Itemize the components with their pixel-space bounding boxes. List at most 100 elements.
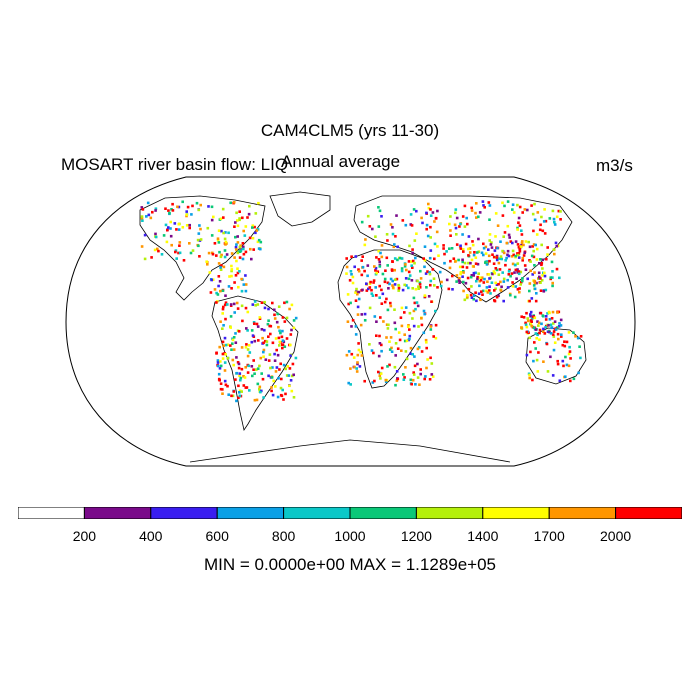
flow-cell: [394, 342, 398, 345]
flow-cell: [477, 237, 480, 241]
flow-cell: [521, 279, 524, 283]
flow-cell: [140, 206, 144, 209]
flow-cell: [389, 277, 393, 281]
flow-cell: [188, 226, 191, 230]
flow-cell: [536, 211, 540, 214]
flow-cell: [277, 325, 280, 329]
flow-cell: [354, 325, 358, 328]
flow-cell: [235, 301, 239, 305]
continent-antarctica: [189, 439, 511, 463]
flow-cell: [403, 283, 406, 287]
flow-cell: [491, 253, 494, 256]
flow-cell: [543, 271, 546, 275]
flow-cell: [455, 280, 458, 283]
flow-cell: [394, 354, 397, 357]
flow-cell: [497, 273, 501, 276]
flow-cell: [221, 357, 225, 360]
flow-cell: [218, 379, 221, 382]
flow-cell: [258, 316, 262, 319]
flow-cell: [402, 378, 406, 381]
flow-cell: [278, 344, 281, 347]
flow-cell: [457, 258, 460, 262]
flow-cell: [253, 372, 256, 375]
flow-cell: [459, 272, 462, 276]
flow-cell: [425, 366, 428, 370]
flow-cell: [254, 212, 258, 215]
flow-cell: [433, 242, 437, 246]
flow-cell: [361, 265, 365, 269]
flow-cell: [450, 247, 454, 250]
flow-cell: [210, 278, 213, 282]
colorbar-tick: 1700: [533, 528, 565, 544]
flow-cell: [240, 304, 244, 308]
flow-cell: [463, 261, 467, 265]
flow-cell: [556, 332, 560, 336]
flow-cell: [366, 264, 370, 267]
flow-cell: [154, 207, 158, 210]
flow-cell: [428, 256, 432, 260]
flow-cell: [511, 241, 514, 245]
flow-cell: [400, 267, 404, 270]
flow-cell: [170, 208, 173, 211]
flow-cell: [221, 392, 224, 395]
flow-cell: [199, 227, 202, 231]
flow-cell: [516, 243, 520, 246]
flow-cell: [423, 377, 426, 381]
flow-cell: [404, 366, 407, 369]
flow-cell: [475, 202, 478, 205]
flow-cell: [351, 275, 355, 279]
flow-cell: [504, 263, 507, 267]
flow-cell: [419, 277, 423, 280]
flow-cell: [401, 219, 405, 222]
flow-cell: [497, 282, 500, 286]
flow-cell: [408, 328, 411, 331]
flow-cell: [171, 209, 175, 212]
flow-cell: [253, 339, 257, 343]
flow-cell: [391, 260, 394, 263]
flow-cell: [197, 208, 201, 212]
flow-cell: [348, 279, 352, 282]
flow-cell: [423, 258, 427, 262]
flow-cell: [448, 266, 452, 270]
flow-cell: [458, 281, 461, 284]
flow-cell: [238, 372, 242, 375]
flow-cell: [224, 383, 228, 387]
flow-cell: [385, 323, 389, 326]
flow-cell: [408, 337, 411, 341]
flow-cell: [516, 268, 519, 271]
flow-cell: [407, 324, 410, 327]
flow-cell: [146, 201, 150, 205]
colorbar-tick: 800: [271, 528, 296, 544]
flow-cell: [232, 348, 236, 351]
flow-cell: [518, 247, 521, 251]
flow-cell: [264, 339, 267, 343]
flow-cell: [511, 203, 515, 206]
flow-cell: [481, 289, 485, 293]
flow-cell: [236, 224, 240, 228]
flow-cell: [219, 289, 222, 293]
flow-cell: [274, 370, 278, 373]
flow-cell: [517, 252, 521, 255]
flow-cell: [216, 293, 220, 296]
flow-cell: [493, 299, 496, 302]
flow-cell: [244, 366, 247, 369]
flow-cell: [524, 323, 528, 327]
flow-cell: [190, 213, 193, 216]
flow-cell: [285, 300, 289, 304]
flow-cell: [476, 277, 479, 281]
flow-cell: [150, 256, 153, 259]
flow-cell: [474, 291, 477, 294]
flow-cell: [516, 203, 519, 207]
flow-cell: [191, 249, 195, 252]
flow-cell: [499, 255, 503, 258]
flow-cell: [563, 344, 567, 348]
flow-cell: [221, 388, 224, 391]
flow-cell: [356, 353, 360, 357]
flow-cell: [198, 255, 201, 258]
flow-cell: [356, 305, 360, 309]
flow-cell: [181, 200, 184, 204]
colorbar-segment: [349, 507, 417, 519]
flow-cell: [443, 252, 446, 256]
flow-cell: [223, 361, 227, 364]
flow-cell: [177, 222, 181, 226]
